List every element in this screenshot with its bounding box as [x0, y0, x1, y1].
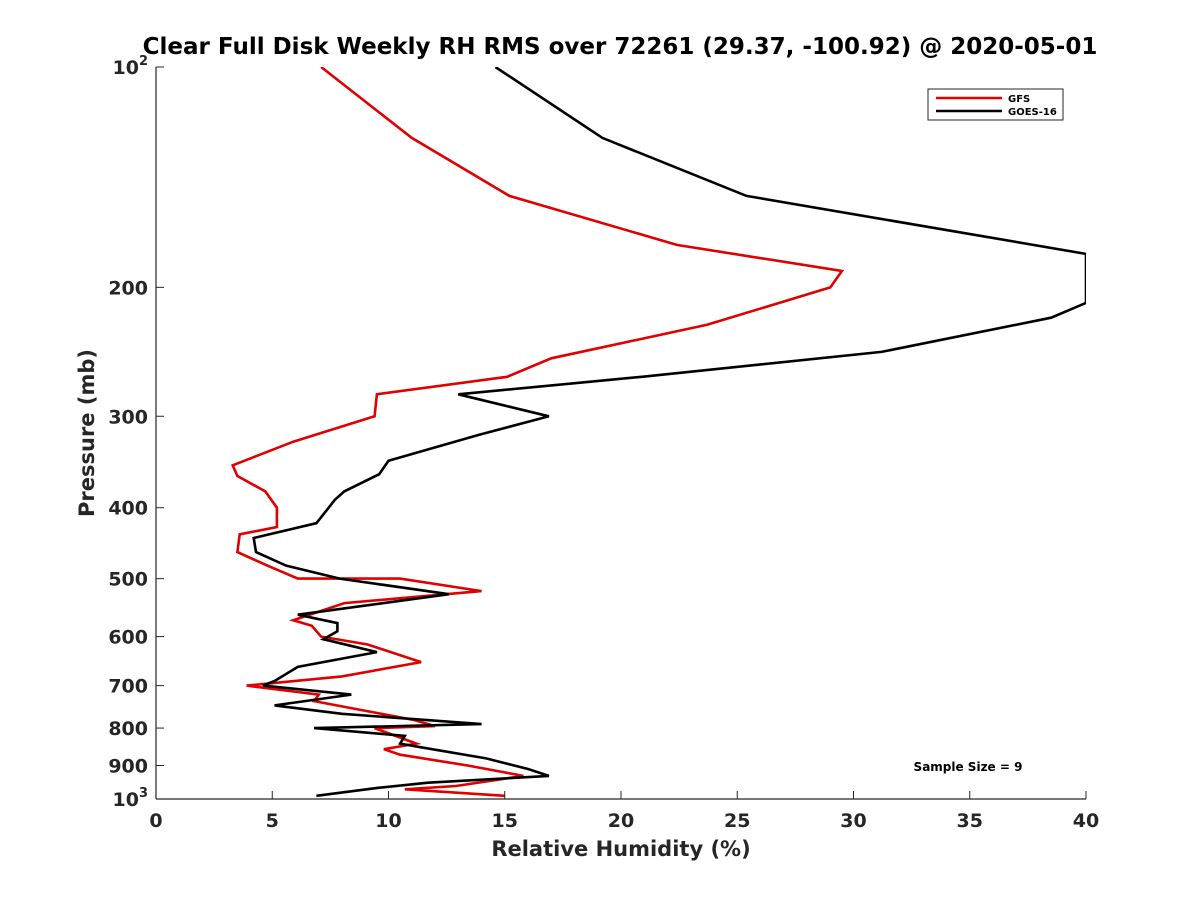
- y-tick-label: 600: [108, 627, 148, 649]
- legend-box: [927, 88, 1064, 121]
- x-axis-label: Relative Humidity (%): [491, 837, 750, 861]
- y-axis-ticks: 102 200 300 400 500 600 700 800 900 103: [108, 54, 164, 811]
- y-tick-label: 102: [113, 54, 149, 79]
- y-tick-label: 200: [108, 277, 148, 299]
- x-tick-label: 15: [492, 810, 518, 832]
- y-tick-label: 300: [108, 406, 148, 428]
- x-tick-label: 40: [1073, 810, 1099, 832]
- x-tick-label: 25: [724, 810, 750, 832]
- x-axis-ticks: 0 5 10 15 20 25 30 35 40: [149, 791, 1099, 832]
- series-line-gfs: [230, 67, 845, 798]
- y-axis-label: Pressure (mb): [75, 349, 99, 517]
- y-tick-label: 700: [108, 676, 148, 698]
- x-tick-label: 0: [149, 810, 162, 832]
- x-tick-label: 35: [957, 810, 983, 832]
- series-layer: [230, 67, 1086, 798]
- x-tick-label: 20: [608, 810, 634, 832]
- x-tick-label: 5: [266, 810, 279, 832]
- legend: GFS GOES-16: [927, 88, 1064, 121]
- y-tick-label: 400: [108, 498, 148, 520]
- legend-label-goes-16: GOES-16: [1008, 107, 1057, 118]
- x-tick-label: 10: [375, 810, 401, 832]
- x-tick-label: 30: [840, 810, 866, 832]
- y-tick-label: 900: [108, 756, 148, 778]
- chart-title: Clear Full Disk Weekly RH RMS over 72261…: [143, 34, 1098, 60]
- y-tick-label: 800: [108, 718, 148, 740]
- y-tick-label: 103: [113, 786, 149, 811]
- legend-label-gfs: GFS: [1008, 94, 1030, 105]
- series-line-goes-16: [252, 67, 1086, 798]
- y-tick-label: 500: [108, 569, 148, 591]
- sample-size-annotation: Sample Size = 9: [914, 760, 1023, 774]
